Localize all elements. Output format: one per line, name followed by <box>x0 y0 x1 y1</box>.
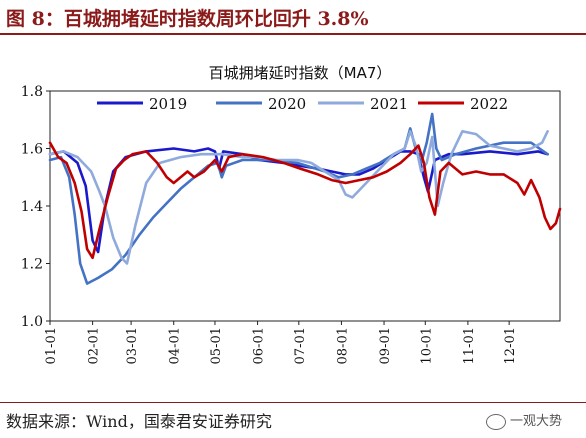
legend-label-2020: 2020 <box>268 95 306 113</box>
x-tick-label: 09-01 <box>378 327 393 364</box>
x-tick-label: 11-01 <box>462 327 477 364</box>
x-tick-label: 12-01 <box>503 327 518 364</box>
plot-frame <box>49 90 561 322</box>
y-tick-label: 1.4 <box>21 199 43 215</box>
title-rule <box>0 33 586 35</box>
chart: 百城拥堵延时指数（MA7） 1.0 1.2 1.4 1.6 1.8 01-01 02-01… <box>21 64 562 364</box>
x-tick-label: 03-01 <box>125 327 140 364</box>
legend-label-2022: 2022 <box>470 95 508 113</box>
y-axis: 1.0 1.2 1.4 1.6 1.8 <box>21 84 50 330</box>
series-lines <box>48 112 562 285</box>
x-tick-label: 05-01 <box>209 327 224 364</box>
watermark: 一观大势 <box>486 410 562 430</box>
wechat-icon <box>486 413 506 430</box>
x-tick-label: 04-01 <box>168 327 183 364</box>
legend-label-2021: 2021 <box>370 95 408 113</box>
x-axis: 01-01 02-01 03-01 04-01 05-01 06-01 07-01 08-01… <box>44 321 518 364</box>
chart-title: 百城拥堵延时指数（MA7） <box>209 64 392 82</box>
figure-title: 图 8：百城拥堵延时指数周环比回升 3.8% <box>6 8 369 30</box>
watermark-text: 一观大势 <box>510 414 563 429</box>
series-line-2021 <box>48 130 549 265</box>
y-tick-label: 1.2 <box>21 257 43 273</box>
y-tick-label: 1.6 <box>21 142 43 158</box>
legend-label-2019: 2019 <box>149 95 187 113</box>
footer-rule <box>0 402 586 403</box>
y-tick-label: 1.8 <box>21 84 43 100</box>
series-line-2020 <box>48 112 549 285</box>
x-tick-label: 06-01 <box>252 327 267 364</box>
x-tick-label: 10-01 <box>419 327 434 364</box>
series-line-2022 <box>48 141 562 260</box>
x-tick-label: 07-01 <box>293 327 308 364</box>
x-tick-label: 08-01 <box>335 327 350 364</box>
x-tick-label: 01-01 <box>44 327 59 364</box>
x-tick-label: 02-01 <box>87 327 102 364</box>
source-note: 数据来源：Wind，国泰君安证券研究 <box>6 412 272 431</box>
legend: 2019 2020 2021 2022 <box>97 95 508 113</box>
y-tick-label: 1.0 <box>21 314 43 330</box>
